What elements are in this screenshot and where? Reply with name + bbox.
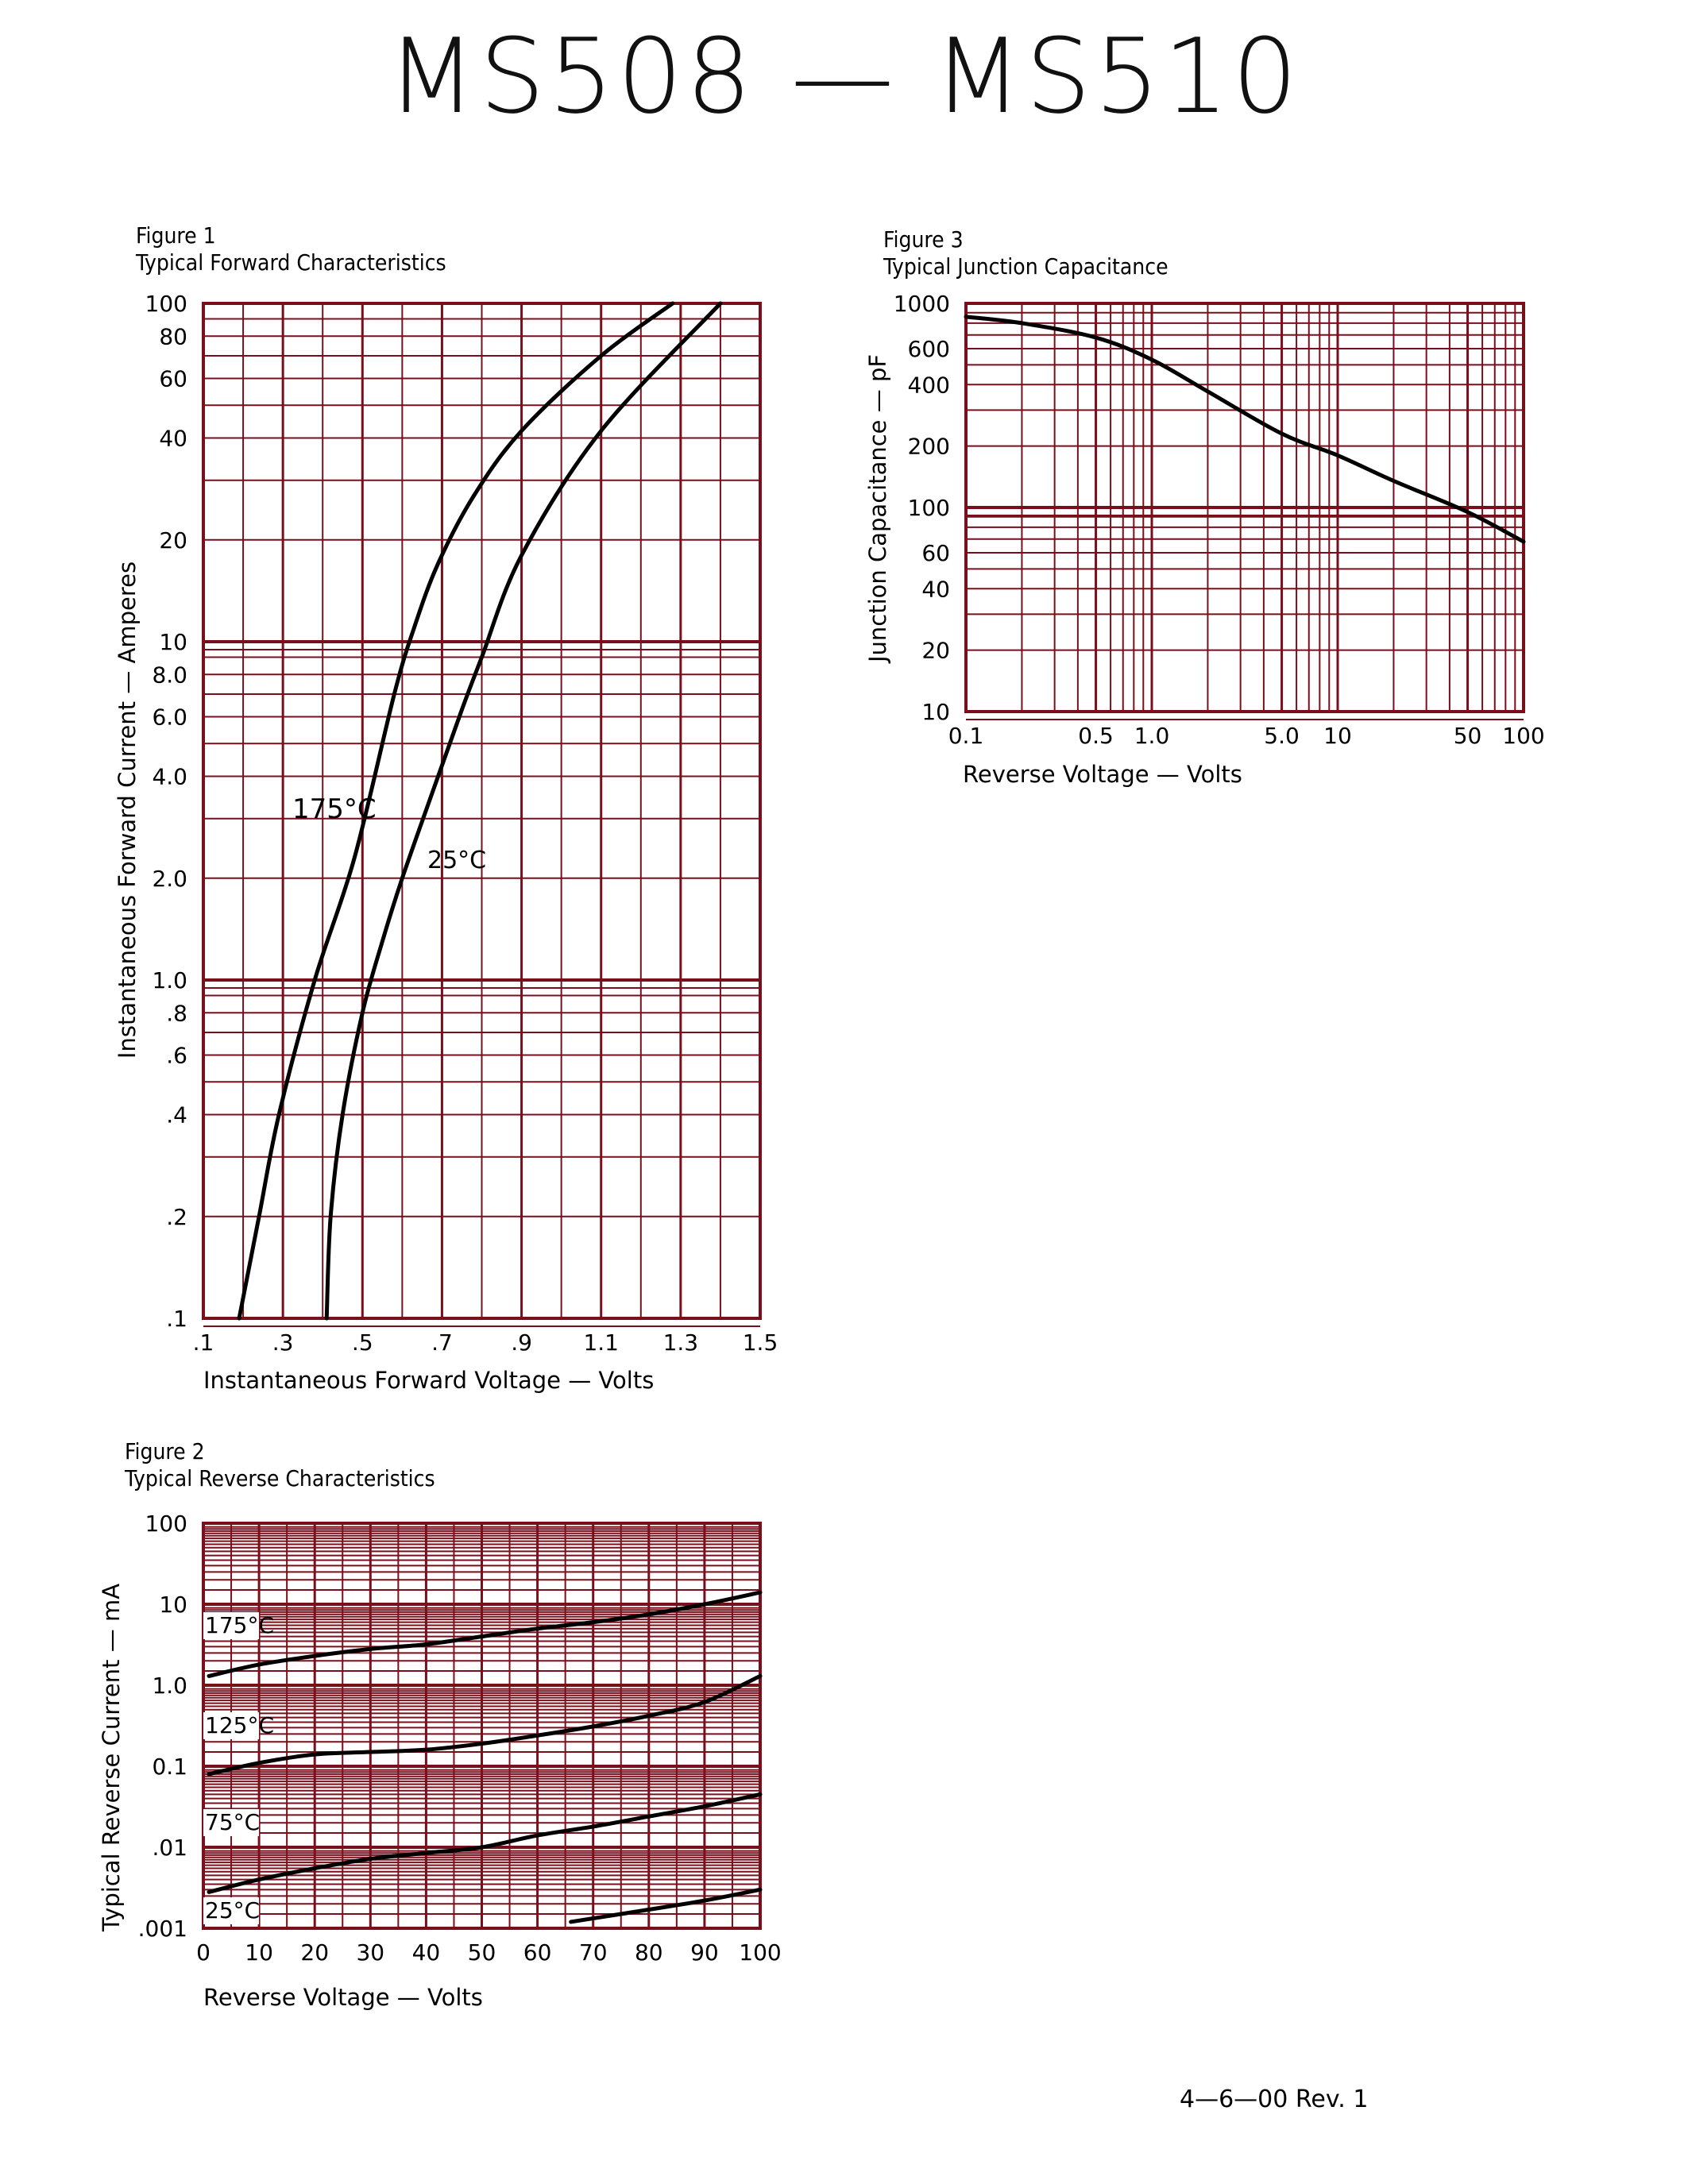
- fig2-ytick-label: 1.0: [152, 1673, 187, 1699]
- fig2-xtick-label: 100: [739, 1939, 781, 1966]
- fig2-series-label-bg: [203, 1612, 259, 1639]
- fig2-series-label-bg: [203, 1712, 259, 1739]
- fig1-xtick-label: .3: [272, 1329, 294, 1356]
- fig3-xtick-label: 50: [1454, 723, 1482, 749]
- fig2-xtick-label: 80: [635, 1939, 663, 1966]
- fig1-ytick-label: 60: [159, 366, 187, 392]
- fig2-ytick-label: .01: [152, 1835, 187, 1861]
- fig2-ytick-label: .001: [138, 1916, 187, 1942]
- fig3-xtick-label: 0.5: [1078, 723, 1114, 749]
- page-title: MS508 — MS510: [387, 16, 1301, 137]
- fig2-xtick-label: 60: [523, 1939, 552, 1966]
- fig2-series-label: 75°C: [205, 1809, 260, 1835]
- fig1-xtick-label: 1.1: [583, 1329, 619, 1356]
- fig1-xtick-label: .5: [352, 1329, 373, 1356]
- fig1-ytick-label: .6: [166, 1043, 187, 1069]
- fig2-xtick-label: 70: [579, 1939, 608, 1966]
- fig3-series-line: [964, 314, 1526, 544]
- fig3-xtick-label: 10: [1323, 723, 1352, 749]
- fig2-series-line: [207, 1673, 763, 1777]
- figure-3-label: Figure 3: [883, 226, 964, 253]
- revision-note: 4—6—00 Rev. 1: [1180, 2086, 1369, 2113]
- figure-3-title: Typical Junction Capacitance: [883, 253, 1168, 280]
- fig2-series-label-bg: [203, 1809, 259, 1836]
- fig2-series-line: [569, 1887, 763, 1924]
- fig1-xtick-label: .9: [511, 1329, 532, 1356]
- fig1-xtick-label: 1.3: [663, 1329, 699, 1356]
- fig1-ytick-label: 20: [159, 527, 187, 554]
- fig3-ytick-label: 100: [908, 495, 950, 521]
- fig1-ytick-label: .1: [166, 1306, 187, 1332]
- fig3-xtick-label: 0.1: [948, 723, 984, 749]
- fig2-ytick-label: 10: [159, 1592, 187, 1618]
- fig2-xtick-label: 20: [300, 1939, 329, 1966]
- fig2-series-label: 25°C: [205, 1897, 260, 1924]
- fig3-ylabel: Junction Capacitance — pF: [864, 354, 891, 664]
- fig1-ytick-label: 40: [159, 426, 187, 452]
- fig1-ytick-label: 4.0: [152, 764, 187, 790]
- fig3-xtick-label: 1.0: [1134, 723, 1170, 749]
- fig1-xtick-label: .7: [431, 1329, 453, 1356]
- fig1-series-line: [237, 301, 675, 1321]
- fig3-ytick-label: 20: [921, 638, 950, 664]
- fig1-ytick-label: 100: [145, 291, 187, 317]
- fig2-xtick-label: 50: [468, 1939, 496, 1966]
- fig1-ytick-label: 8.0: [152, 662, 187, 688]
- figure-2-title: Typical Reverse Characteristics: [125, 1465, 435, 1491]
- fig2-xtick-label: 30: [356, 1939, 384, 1966]
- fig2-xtick-label: 40: [412, 1939, 441, 1966]
- fig2-series-label: 125°C: [205, 1712, 274, 1738]
- fig1-xtick-label: .1: [193, 1329, 214, 1356]
- fig1-xlabel: Instantaneous Forward Voltage — Volts: [203, 1367, 654, 1394]
- figure-2-caption: Figure 2 Typical Reverse Characteristics: [125, 1438, 435, 1492]
- fig1-frame: [202, 302, 762, 1320]
- fig3-ytick-label: 1000: [894, 291, 950, 317]
- fig2-xtick-label: 90: [690, 1939, 719, 1966]
- fig1-ylabel: Instantaneous Forward Current — Amperes: [114, 561, 141, 1059]
- figure-1-caption: Figure 1 Typical Forward Characteristics: [136, 222, 446, 276]
- fig1-ytick-label: 1.0: [152, 967, 187, 994]
- fig1-series-label: 25°C: [427, 847, 486, 874]
- fig1-ytick-label: .8: [166, 1000, 187, 1026]
- fig2-series-line: [207, 1590, 763, 1678]
- fig1-ytick-label: 2.0: [152, 866, 187, 892]
- figure-3-caption: Figure 3 Typical Junction Capacitance: [883, 226, 1168, 280]
- fig3-ytick-label: 200: [908, 434, 950, 460]
- fig2-series-label: 175°C: [205, 1612, 274, 1638]
- fig1-ytick-label: 6.0: [152, 704, 187, 731]
- fig1-ytick-label: .2: [166, 1204, 187, 1230]
- fig1-series-label: 175°C: [292, 793, 377, 825]
- fig2-gridlines: [202, 1522, 762, 1930]
- fig3-gridlines: [964, 303, 1524, 720]
- fig1-series-line: [324, 301, 723, 1321]
- fig2-ytick-label: 100: [145, 1511, 187, 1537]
- fig2-xtick-label: 0: [196, 1939, 211, 1966]
- fig3-xtick-label: 100: [1502, 723, 1544, 749]
- figure-1-title: Typical Forward Characteristics: [136, 249, 446, 276]
- fig1-ytick-label: 10: [159, 629, 187, 655]
- fig3-xtick-label: 5.0: [1264, 723, 1300, 749]
- fig3-ytick-label: 60: [921, 540, 950, 566]
- figure-1-label: Figure 1: [136, 222, 216, 249]
- fig2-ylabel: Typical Reverse Current — mA: [98, 1584, 125, 1932]
- figure-2-label: Figure 2: [125, 1438, 205, 1464]
- fig3-ytick-label: 10: [921, 699, 950, 725]
- fig2-series-line: [207, 1792, 763, 1894]
- fig1-ytick-label: .4: [166, 1102, 187, 1129]
- fig1-xtick-label: 1.5: [743, 1329, 778, 1356]
- fig3-ytick-label: 600: [908, 336, 950, 362]
- fig3-frame: [964, 302, 1525, 713]
- fig2-xlabel: Reverse Voltage — Volts: [203, 1984, 483, 2011]
- fig1-ytick-label: 80: [159, 323, 187, 349]
- fig2-ytick-label: 0.1: [152, 1754, 187, 1780]
- fig3-ytick-label: 400: [908, 372, 950, 398]
- fig2-series-label-bg: [203, 1897, 259, 1924]
- fig3-xlabel: Reverse Voltage — Volts: [963, 761, 1242, 788]
- fig3-ytick-label: 40: [921, 576, 950, 602]
- fig2-xtick-label: 10: [245, 1939, 273, 1966]
